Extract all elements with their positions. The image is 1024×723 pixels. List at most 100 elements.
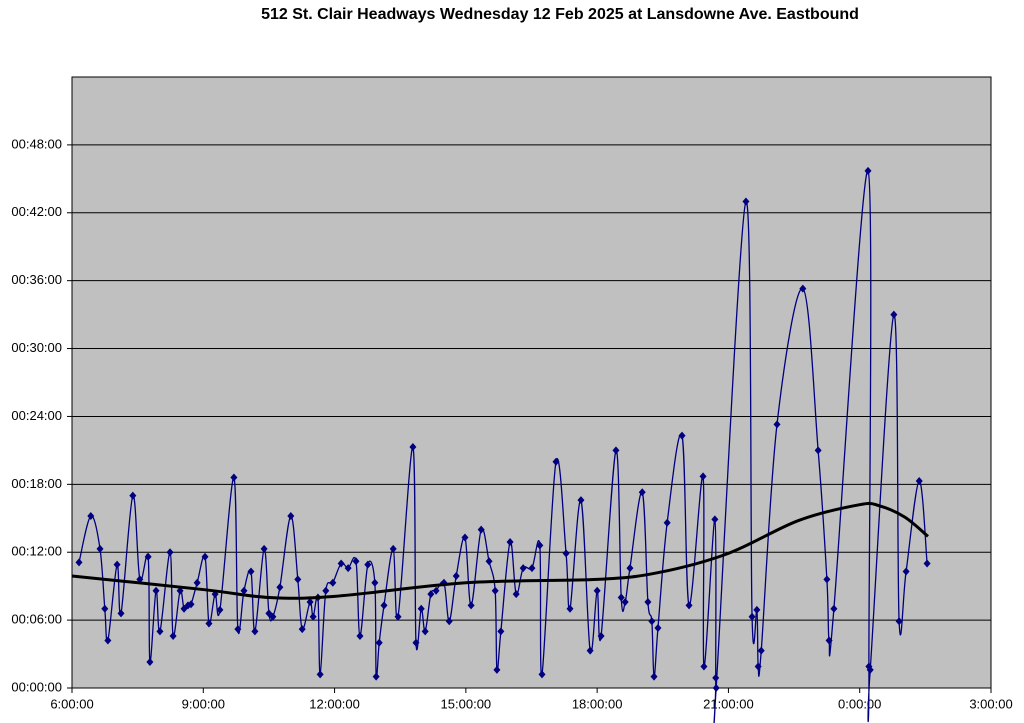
data-point: [773, 420, 781, 429]
data-point: [75, 558, 83, 567]
data-point: [753, 605, 761, 614]
data-point: [409, 442, 417, 451]
data-point: [166, 548, 174, 557]
data-point: [427, 590, 435, 599]
data-point: [344, 564, 352, 573]
data-point: [287, 512, 295, 521]
plot-border: [71, 76, 992, 689]
data-point: [117, 609, 125, 618]
data-point: [536, 541, 544, 550]
data-point: [477, 525, 485, 534]
data-point: [638, 488, 646, 497]
y-tick-label: 00:00:00: [11, 679, 62, 694]
x-tick-label: 9:00:00: [182, 696, 225, 711]
data-point: [276, 583, 284, 592]
x-tick-label: 18:00:00: [572, 696, 623, 711]
data-point: [915, 476, 923, 485]
data-point: [830, 604, 838, 613]
data-point: [799, 284, 807, 293]
data-point: [146, 657, 154, 666]
data-point: [621, 598, 629, 607]
data-point: [421, 627, 429, 636]
data-point: [612, 446, 620, 455]
chart-title: 512 St. Clair Headways Wednesday 12 Feb …: [261, 6, 859, 23]
data-point: [562, 549, 570, 558]
data-point: [626, 564, 634, 573]
y-tick-label: 00:12:00: [11, 544, 62, 559]
data-point: [711, 515, 719, 524]
data-point: [712, 684, 720, 692]
data-point: [678, 431, 686, 440]
data-point: [491, 586, 499, 595]
data-point: [823, 575, 831, 584]
data-point: [298, 625, 306, 634]
y-tick-label: 00:06:00: [11, 612, 62, 627]
data-point: [742, 197, 750, 206]
data-point: [467, 601, 475, 610]
data-point: [552, 457, 560, 466]
data-point: [663, 518, 671, 527]
x-tick-label: 0:00:00: [838, 696, 881, 711]
data-point: [87, 512, 95, 521]
data-point: [493, 665, 501, 674]
data-point: [890, 310, 898, 319]
data-point: [129, 491, 137, 500]
y-tick-label: 00:30:00: [11, 340, 62, 355]
data-point: [294, 575, 302, 584]
data-point: [306, 598, 314, 607]
data-point: [187, 600, 195, 609]
y-tick-label: 00:24:00: [11, 408, 62, 423]
data-point: [650, 672, 658, 681]
data-point: [700, 662, 708, 671]
x-tick-label: 21:00:00: [703, 696, 754, 711]
x-tick-label: 15:00:00: [441, 696, 492, 711]
data-point: [617, 593, 625, 602]
data-point: [445, 617, 453, 626]
data-point: [902, 567, 910, 576]
data-point: [356, 631, 364, 640]
data-point: [269, 612, 277, 621]
data-point: [699, 472, 707, 481]
data-point: [644, 598, 652, 607]
data-point: [648, 617, 656, 626]
data-point: [309, 612, 317, 621]
data-point: [389, 544, 397, 553]
data-point: [234, 625, 242, 634]
data-point: [352, 557, 360, 566]
x-tick-label: 6:00:00: [50, 696, 93, 711]
y-tick-label: 00:42:00: [11, 204, 62, 219]
data-point: [757, 646, 765, 655]
data-point: [104, 636, 112, 645]
data-point: [654, 624, 662, 633]
data-point: [260, 544, 268, 553]
data-point: [96, 544, 104, 553]
data-point: [577, 496, 585, 505]
data-point: [748, 612, 756, 621]
x-tick-label: 3:00:00: [969, 696, 1012, 711]
data-point: [566, 604, 574, 613]
x-tick-label: 12:00:00: [309, 696, 360, 711]
data-point: [597, 631, 605, 640]
data-point: [528, 564, 536, 573]
data-point: [506, 538, 514, 547]
data-point: [394, 612, 402, 621]
data-point: [144, 552, 152, 561]
data-point: [337, 559, 345, 568]
data-point: [814, 446, 822, 455]
data-point: [432, 586, 440, 595]
data-point: [101, 604, 109, 613]
data-point: [461, 533, 469, 542]
data-point: [375, 638, 383, 647]
data-point: [519, 564, 527, 573]
data-point: [156, 627, 164, 636]
data-point: [825, 636, 833, 645]
data-point: [452, 571, 460, 580]
data-point: [866, 665, 874, 674]
data-line: [71, 501, 929, 600]
plot-area: [72, 77, 991, 688]
data-point: [329, 578, 337, 587]
y-tick-label: 00:48:00: [11, 136, 62, 151]
data-point: [512, 590, 520, 599]
data-point: [754, 662, 762, 671]
data-point: [251, 627, 259, 636]
